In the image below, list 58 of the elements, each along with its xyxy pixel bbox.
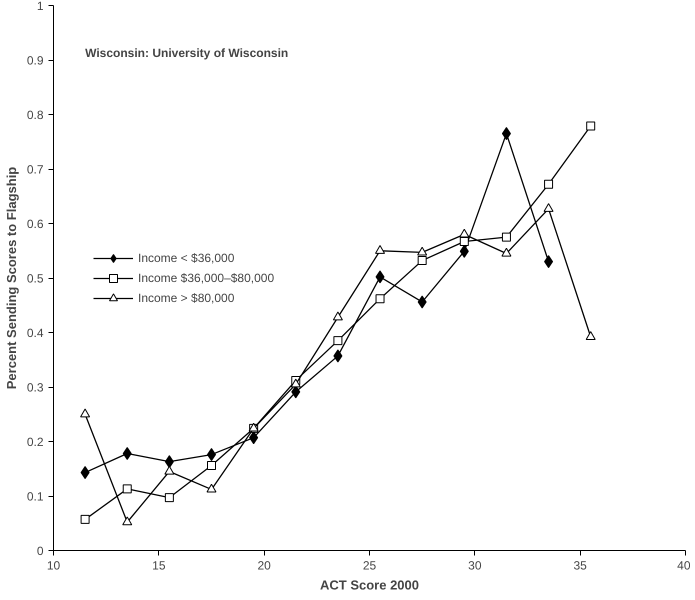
point xyxy=(586,121,596,130)
point xyxy=(418,295,427,308)
y-tick-label: 0.7 xyxy=(26,162,44,176)
x-tick-label: 35 xyxy=(573,558,588,572)
y-tick-label: 0.6 xyxy=(26,217,44,231)
point xyxy=(544,203,554,212)
point xyxy=(80,514,90,524)
y-axis-title: Percent Sending Scores to Flagship xyxy=(4,166,19,390)
point xyxy=(164,466,174,475)
point xyxy=(376,294,385,304)
point xyxy=(80,408,90,418)
x-tick-label: 20 xyxy=(257,558,272,572)
annotation: Wisconsin: University of Wisconsin xyxy=(85,46,288,60)
point xyxy=(418,256,427,266)
point xyxy=(206,484,216,493)
point xyxy=(333,349,342,362)
y-tick-label: 0.3 xyxy=(26,380,44,394)
y-tick-label: 0.9 xyxy=(26,54,44,68)
point xyxy=(502,232,511,242)
point xyxy=(122,484,132,494)
point xyxy=(417,246,428,256)
y-tick-label: 1 xyxy=(36,0,44,13)
point xyxy=(501,248,512,257)
point xyxy=(164,493,174,502)
legend-label: Income $36,000–$80,000 xyxy=(138,270,274,284)
x-tick-label: 25 xyxy=(362,558,376,572)
x-tick-label: 10 xyxy=(46,558,60,572)
point xyxy=(502,127,511,140)
point xyxy=(459,228,470,238)
point xyxy=(291,385,300,398)
point xyxy=(122,516,132,526)
point xyxy=(586,331,596,340)
point xyxy=(544,255,554,268)
x-tick-label: 30 xyxy=(468,558,482,572)
point xyxy=(207,460,216,470)
point xyxy=(332,312,343,320)
y-tick-label: 0.5 xyxy=(26,272,44,286)
y-tick-label: 0 xyxy=(36,544,44,558)
y-tick-label: 0.8 xyxy=(26,108,44,122)
point xyxy=(122,446,132,460)
point xyxy=(460,244,469,258)
point xyxy=(249,431,258,444)
point xyxy=(376,270,385,284)
legend-label: Income > $80,000 xyxy=(138,290,234,304)
point xyxy=(164,455,174,468)
point xyxy=(460,236,469,246)
point xyxy=(333,336,342,346)
x-tick-label: 40 xyxy=(677,558,691,572)
x-axis-title: ACT Score 2000 xyxy=(320,578,420,592)
point xyxy=(375,245,386,254)
legend-label: Income < $36,000 xyxy=(138,250,234,264)
point xyxy=(290,378,301,388)
point xyxy=(80,466,90,480)
y-tick-label: 0.4 xyxy=(26,326,44,340)
x-tick-label: 15 xyxy=(152,558,166,572)
point xyxy=(544,180,554,189)
y-tick-label: 0.1 xyxy=(26,490,44,504)
y-tick-label: 0.2 xyxy=(26,435,44,449)
